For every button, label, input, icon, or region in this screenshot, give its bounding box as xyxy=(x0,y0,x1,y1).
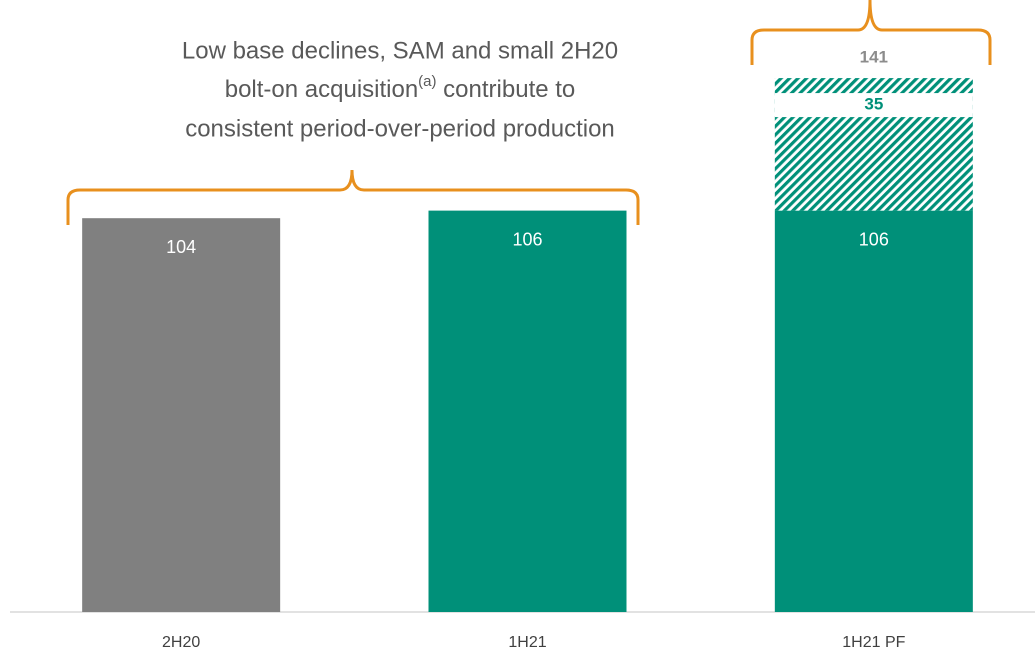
value-label: 106 xyxy=(859,229,889,249)
annotation: Low base declines, SAM and small 2H20 bo… xyxy=(182,37,618,142)
value-label: 106 xyxy=(512,229,542,249)
annotation-line: consistent period-over-period production xyxy=(185,115,615,142)
annotation-part: bolt-on acquisition xyxy=(225,76,418,103)
x-tick-label: 1H21 PF xyxy=(842,634,905,651)
bracket xyxy=(750,0,992,65)
value-label: 104 xyxy=(166,237,196,257)
total-label: 141 xyxy=(860,48,888,67)
bar xyxy=(82,218,281,613)
x-tick-label: 2H20 xyxy=(162,634,200,651)
bar xyxy=(428,210,627,612)
annotation-line: bolt-on acquisition(a) contribute to xyxy=(225,73,576,103)
value-label: 35 xyxy=(864,95,883,114)
label-backdrop xyxy=(774,93,973,118)
superscript: (a) xyxy=(418,73,436,90)
bar xyxy=(774,210,973,612)
bracket xyxy=(66,169,640,225)
x-tick-label: 1H21 xyxy=(508,634,546,651)
annotation-line: Low base declines, SAM and small 2H20 xyxy=(182,37,618,64)
annotation-part: contribute to xyxy=(437,76,576,103)
